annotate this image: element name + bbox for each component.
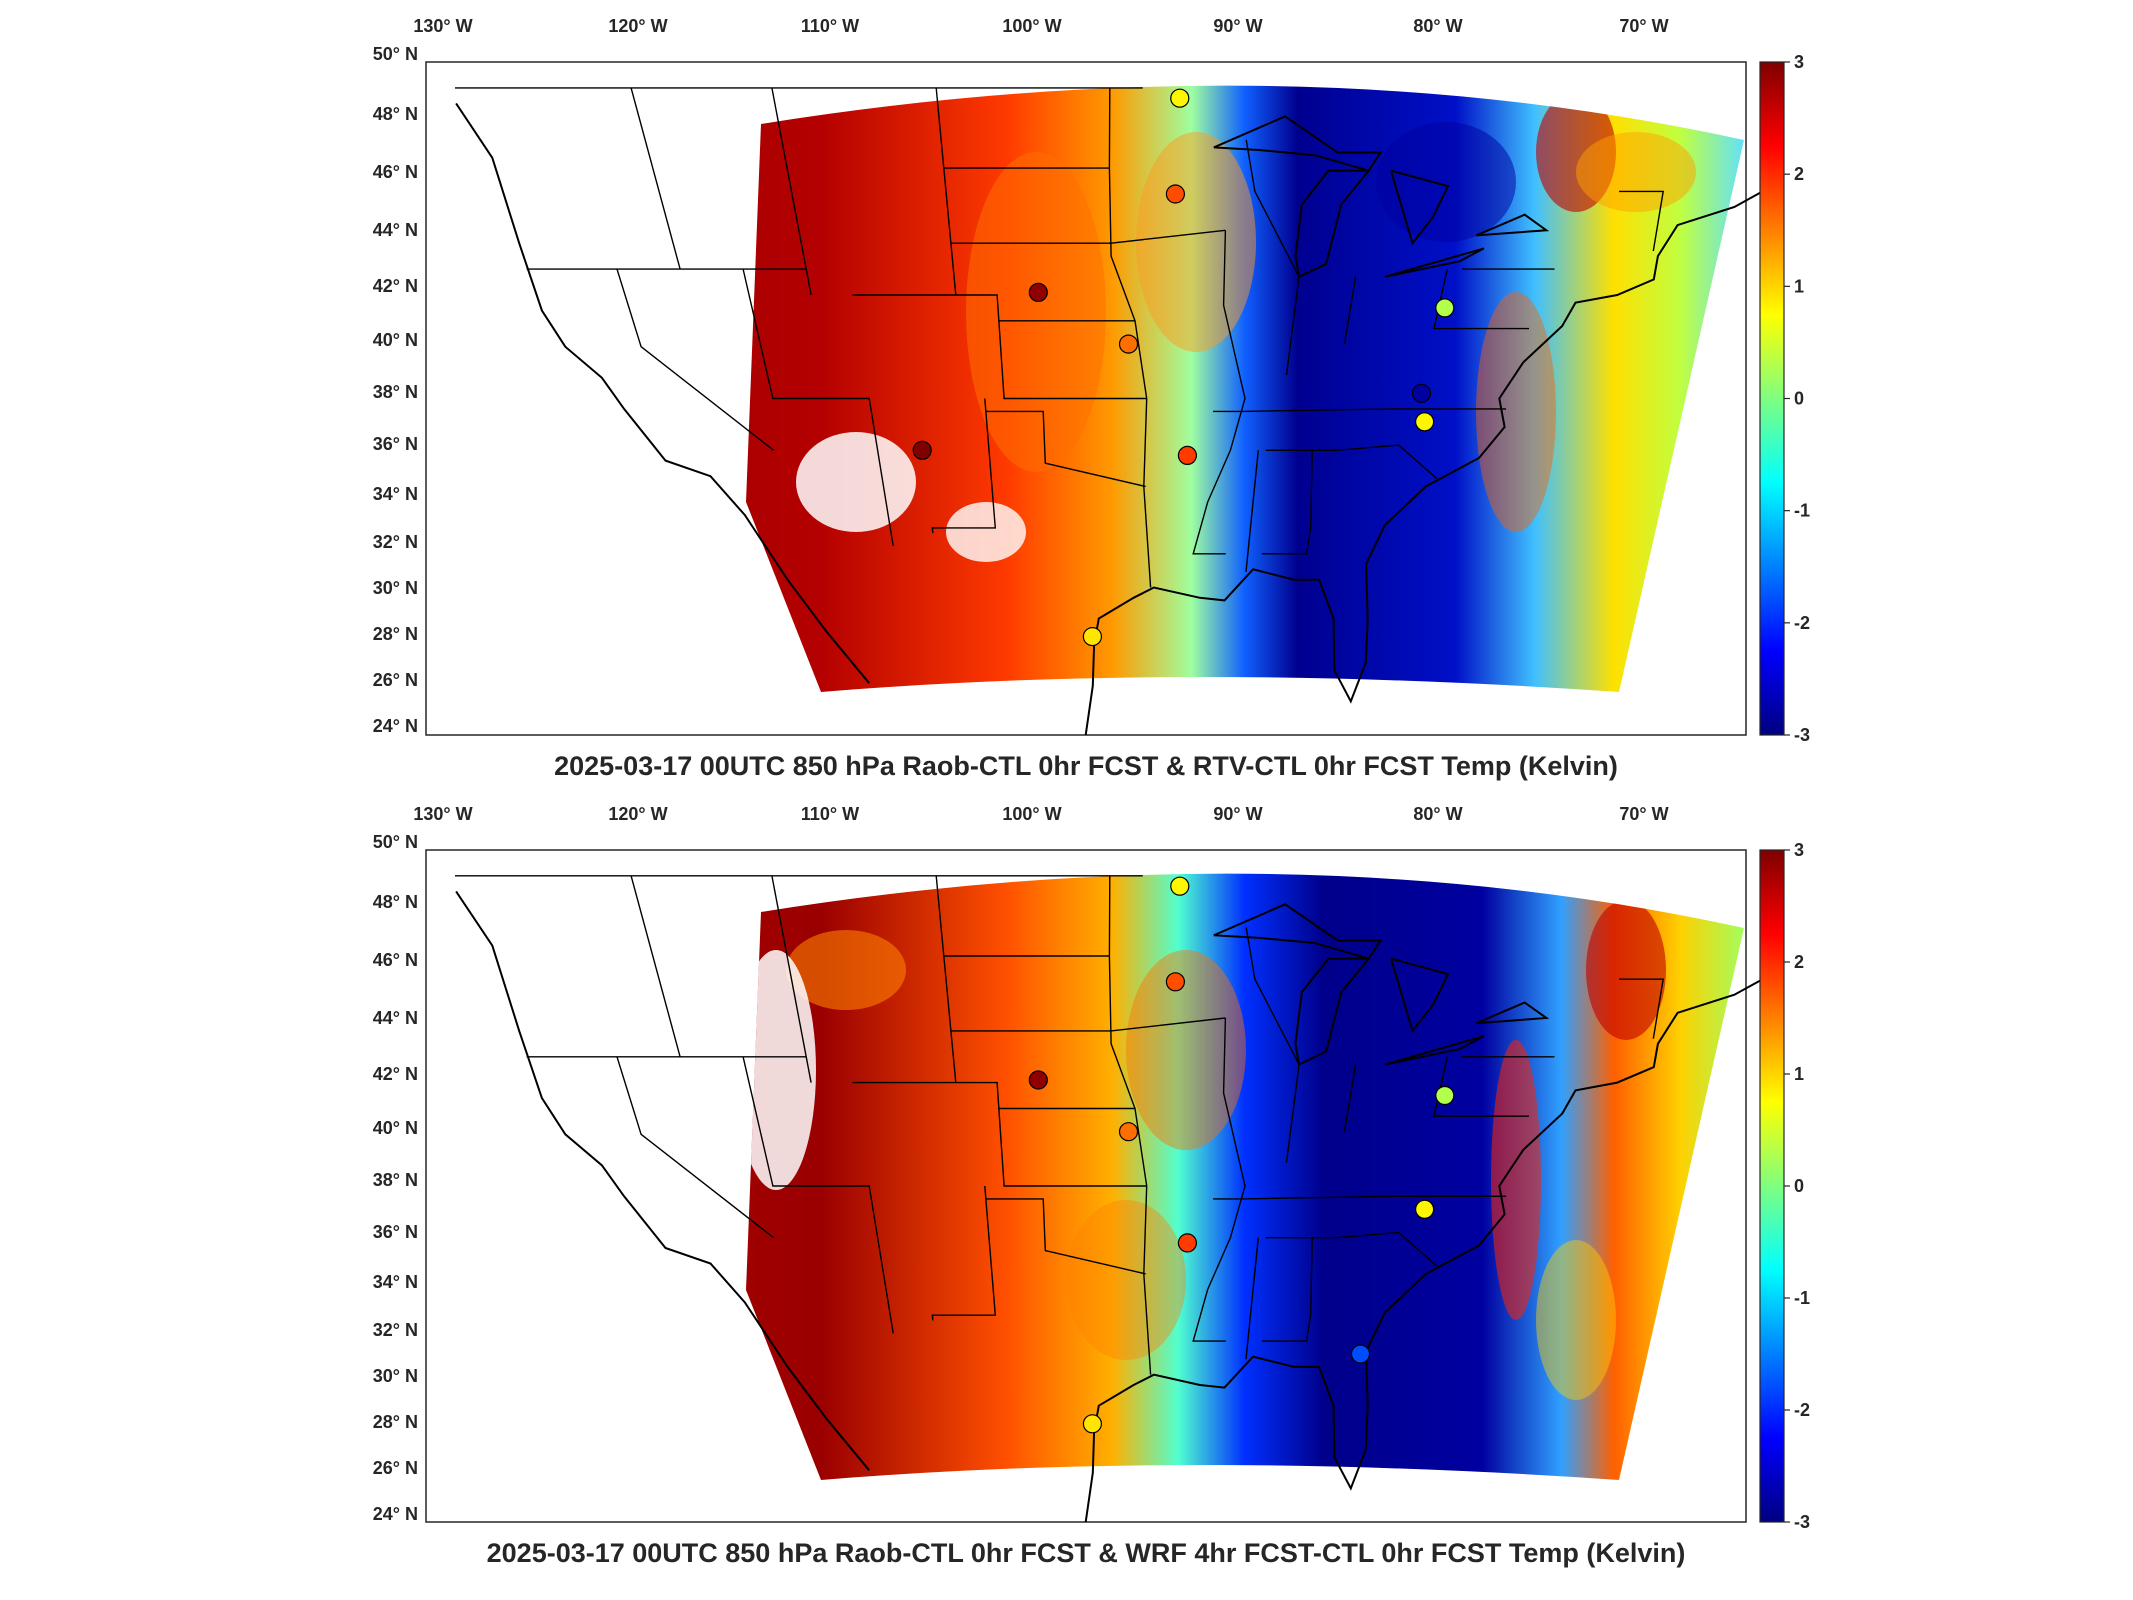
longitude-tick-label: 80° W — [1413, 16, 1462, 36]
raob-station-marker — [1118, 334, 1139, 354]
longitude-tick-label: 110° W — [801, 16, 859, 36]
latitude-tick-label: 50° N — [373, 44, 418, 64]
latitude-tick-label: 30° N — [373, 578, 418, 598]
latitude-tick-label: 28° N — [373, 624, 418, 644]
temperature-difference-field — [746, 85, 1744, 693]
longitude-tick-label: 130° W — [413, 804, 472, 824]
colorbar-tick-label: 1 — [1794, 276, 1804, 296]
longitude-tick-label: 130° W — [413, 16, 472, 36]
raob-station-marker — [1414, 1199, 1435, 1219]
latitude-tick-label: 28° N — [373, 1412, 418, 1432]
longitude-tick-label: 70° W — [1619, 804, 1668, 824]
latitude-tick-label: 24° N — [373, 1504, 418, 1524]
longitude-tick-label: 100° W — [1002, 16, 1061, 36]
raob-station-marker — [1028, 1070, 1048, 1090]
colorbar-tick-label: -1 — [1794, 1288, 1810, 1308]
raob-station-marker — [1435, 1085, 1455, 1106]
state-borders — [455, 875, 1665, 1375]
map-panel-1: 130° W 120° W 110° W 100° W 90° W 80° W 70° W 5… — [373, 16, 1810, 781]
latitude-tick-label: 48° N — [373, 104, 418, 124]
panel-title: 2025-03-17 00UTC 850 hPa Raob-CTL 0hr FC… — [487, 1538, 1686, 1568]
latitude-tick-label: 26° N — [373, 1458, 418, 1478]
raob-station-marker — [1170, 876, 1190, 896]
coastline — [455, 102, 1764, 736]
longitude-tick-label: 90° W — [1213, 804, 1262, 824]
raob-station-marker — [1350, 1344, 1371, 1364]
state-borders — [455, 87, 1665, 588]
latitude-tick-label: 34° N — [373, 484, 418, 504]
latitude-tick-label: 36° N — [373, 434, 418, 454]
colorbar-tick-label: -3 — [1794, 725, 1810, 745]
colorbar: 3 2 1 0 -1 -2 -3 — [1759, 52, 1810, 745]
raob-station-marker — [1118, 1122, 1139, 1142]
colorbar-tick-label: 0 — [1794, 1176, 1804, 1196]
raob-station-marker — [1082, 1414, 1103, 1434]
latitude-tick-label: 38° N — [373, 382, 418, 402]
colorbar-tick-label: -2 — [1794, 1400, 1810, 1420]
latitude-tick-label: 40° N — [373, 1118, 418, 1138]
latitude-tick-label: 32° N — [373, 532, 418, 552]
raob-station-marker — [1177, 1233, 1198, 1253]
longitude-tick-label: 100° W — [1002, 804, 1061, 824]
latitude-tick-label: 36° N — [373, 1222, 418, 1242]
longitude-tick-label: 80° W — [1413, 804, 1462, 824]
colorbar-tick-label: -1 — [1794, 501, 1810, 521]
colorbar-tick-label: 2 — [1794, 164, 1804, 184]
raob-station-marker — [1170, 88, 1190, 108]
latitude-tick-label: 34° N — [373, 1272, 418, 1292]
latitude-tick-label: 46° N — [373, 950, 418, 970]
colorbar-tick-label: 3 — [1794, 840, 1804, 860]
raob-station-marker — [1028, 282, 1048, 302]
longitude-tick-label: 120° W — [608, 804, 667, 824]
colorbar-tick-label: -2 — [1794, 613, 1810, 633]
colorbar-tick-label: -3 — [1794, 1512, 1810, 1532]
latitude-tick-label: 42° N — [373, 276, 418, 296]
raob-station-marker — [1165, 972, 1186, 992]
latitude-tick-label: 30° N — [373, 1366, 418, 1386]
longitude-tick-label: 70° W — [1619, 16, 1668, 36]
latitude-tick-label: 38° N — [373, 1170, 418, 1190]
latitude-tick-label: 32° N — [373, 1320, 418, 1340]
latitude-tick-label: 24° N — [373, 716, 418, 736]
colorbar: 3 2 1 0 -1 -2 -3 — [1759, 840, 1810, 1532]
latitude-tick-label: 48° N — [373, 892, 418, 912]
colorbar-tick-label: 2 — [1794, 952, 1804, 972]
colorbar-tick-label: 3 — [1794, 52, 1804, 72]
colorbar-tick-label: 1 — [1794, 1064, 1804, 1084]
colorbar-tick-label: 0 — [1794, 389, 1804, 409]
raob-station-marker — [1414, 412, 1435, 432]
raob-station-marker — [1082, 626, 1103, 647]
latitude-tick-label: 26° N — [373, 670, 418, 690]
latitude-tick-label: 44° N — [373, 1008, 418, 1028]
raob-station-marker — [1177, 445, 1198, 465]
raob-station-marker — [1165, 184, 1186, 204]
latitude-tick-label: 46° N — [373, 162, 418, 182]
latitude-tick-label: 40° N — [373, 330, 418, 350]
latitude-tick-label: 42° N — [373, 1064, 418, 1084]
longitude-tick-label: 110° W — [801, 804, 859, 824]
panel-title: 2025-03-17 00UTC 850 hPa Raob-CTL 0hr FC… — [554, 751, 1618, 781]
longitude-tick-label: 90° W — [1213, 16, 1262, 36]
raob-station-marker — [912, 440, 932, 460]
latitude-tick-label: 50° N — [373, 832, 418, 852]
raob-station-marker — [1411, 383, 1432, 403]
temperature-difference-field — [746, 873, 1744, 1480]
map-panel-2: 130° W 120° W 110° W 100° W 90° W 80° W 70° W 5… — [373, 804, 1810, 1568]
longitude-tick-label: 120° W — [608, 16, 667, 36]
latitude-tick-label: 44° N — [373, 220, 418, 240]
raob-station-marker — [1435, 298, 1455, 318]
